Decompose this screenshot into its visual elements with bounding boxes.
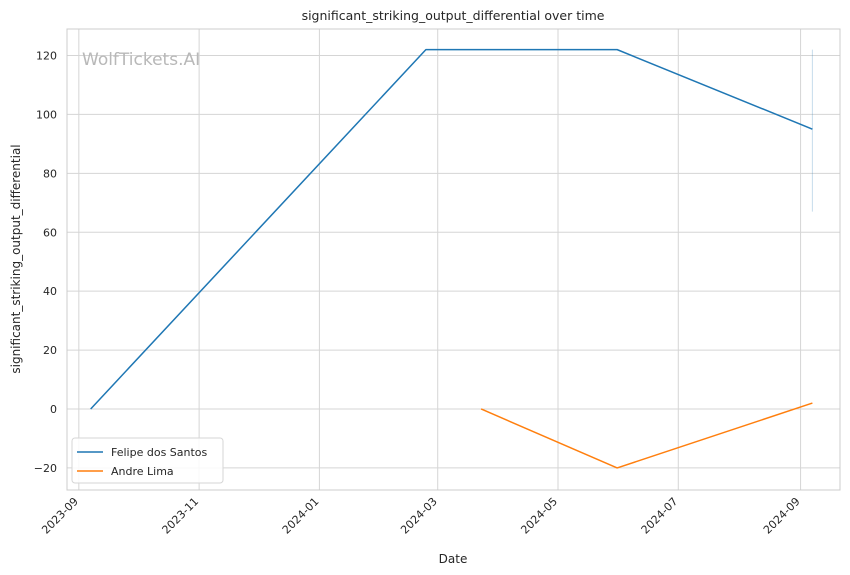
grid-layer (67, 29, 840, 490)
legend-box (71, 437, 224, 484)
x-tick-label: 2024-01 (280, 495, 322, 537)
y-tick-label: 40 (43, 285, 57, 298)
watermark: WolfTickets.AI (82, 50, 200, 70)
y-tick-label: 60 (43, 226, 57, 239)
y-tick-labels: −20 0 20 40 60 80 100 120 (34, 50, 57, 475)
x-tick-label: 2024-05 (518, 495, 560, 537)
x-tick-labels: 2023-09 2023-11 2024-01 2024-03 2024-05 2024-… (39, 495, 802, 537)
x-axis-title: Date (439, 552, 468, 566)
series-line-0 (90, 48, 813, 410)
x-tick-label: 2024-03 (398, 495, 440, 537)
chart-title: significant_striking_output_differential… (302, 8, 605, 23)
y-tick-label: 0 (50, 403, 57, 416)
x-tick-label: 2024-07 (639, 495, 681, 537)
plot-background (67, 29, 840, 490)
y-tick-label: 120 (36, 50, 57, 63)
plot-frame (66, 28, 841, 491)
x-tick-label: 2023-11 (160, 495, 202, 537)
x-tick-label: 2024-09 (761, 495, 803, 537)
y-tick-label: 100 (36, 108, 57, 121)
y-axis-title: significant_striking_output_differential (9, 144, 23, 373)
legend: Felipe dos Santos Andre Lima (71, 437, 224, 484)
legend-label-felipe: Felipe dos Santos (111, 446, 208, 459)
legend-label-andre: Andre Lima (111, 465, 174, 478)
series-line-1 (480, 402, 813, 469)
y-tick-label: −20 (34, 462, 57, 475)
series-layer (90, 48, 813, 469)
y-tick-label: 80 (43, 167, 57, 180)
y-tick-label: 20 (43, 344, 57, 357)
x-tick-label: 2023-09 (39, 495, 81, 537)
